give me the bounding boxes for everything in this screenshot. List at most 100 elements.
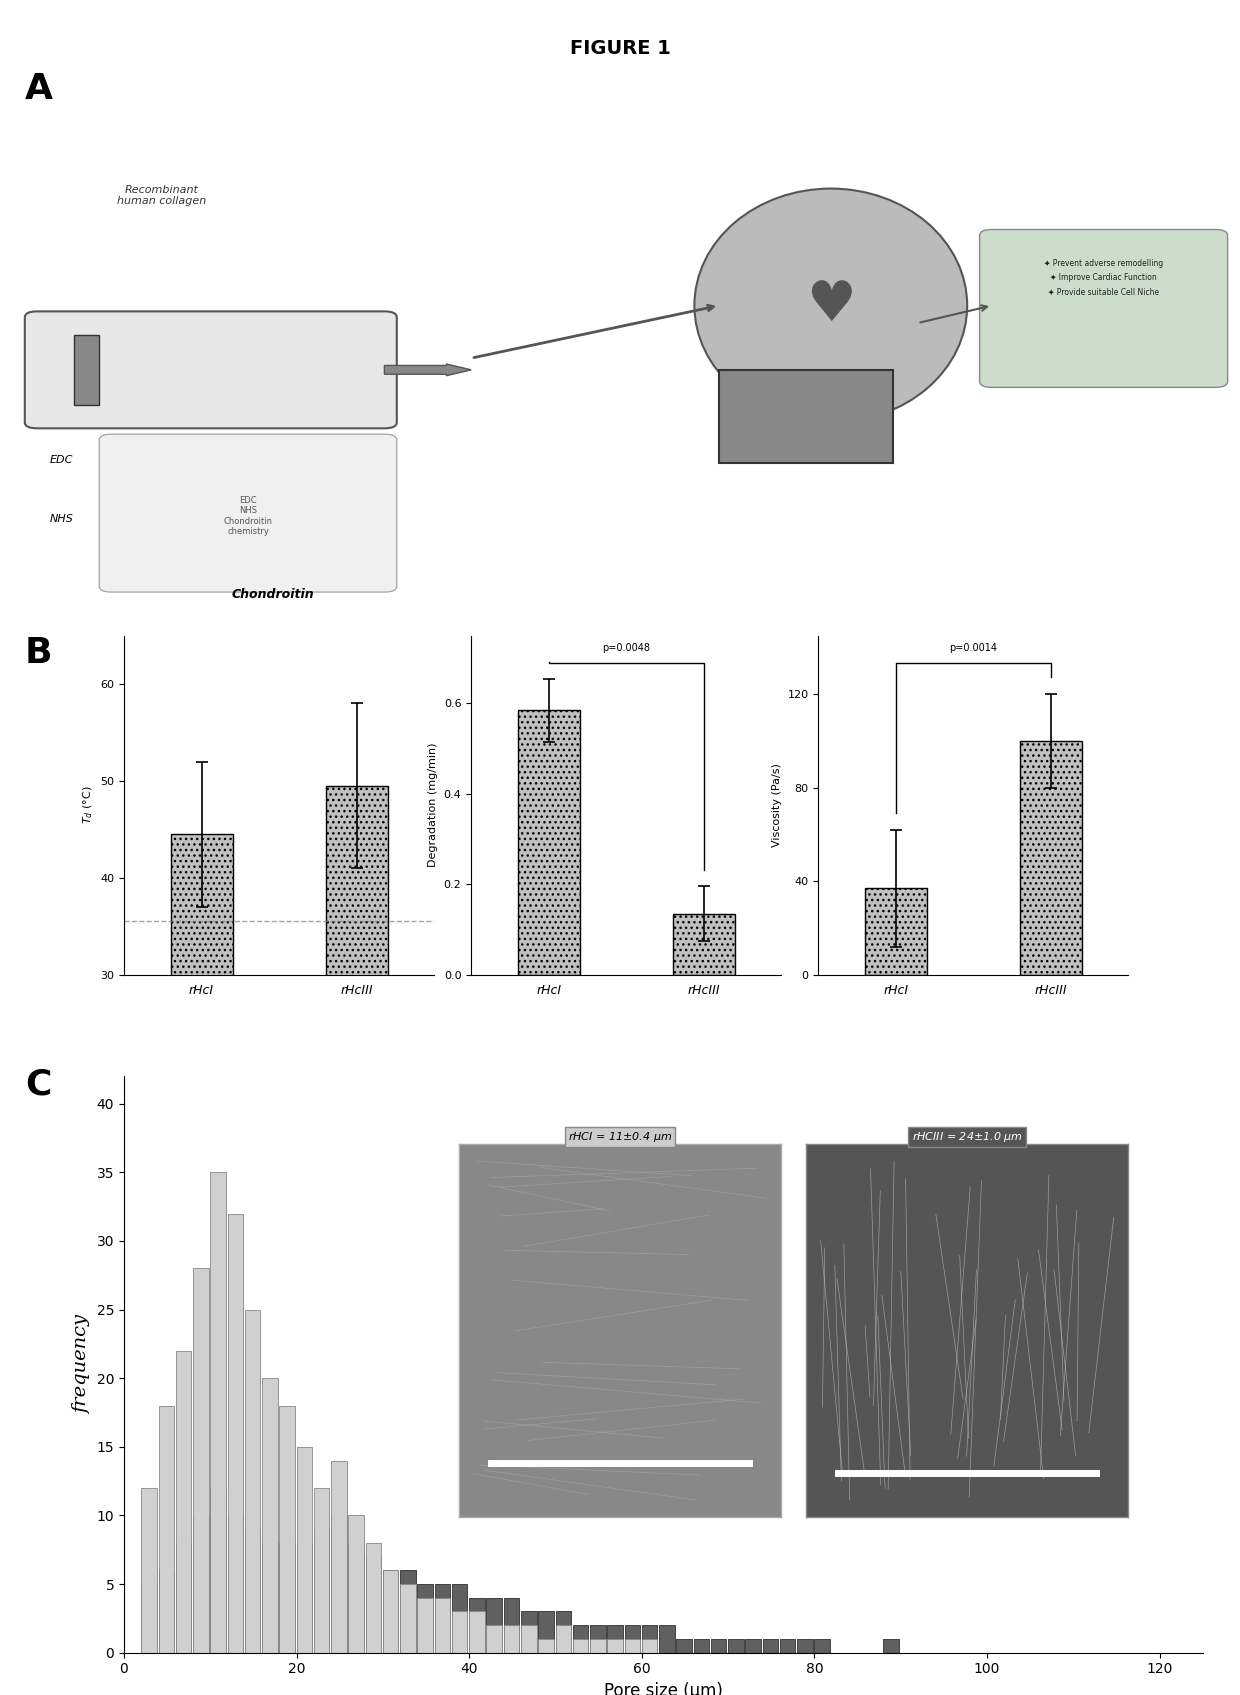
Bar [141,1488,156,1653]
Bar [331,1461,347,1653]
Bar [625,1626,640,1653]
Text: B: B [25,636,52,670]
Bar [228,1214,243,1653]
FancyArrow shape [384,364,471,376]
Bar [469,1598,485,1653]
Bar [745,1639,761,1653]
Bar [176,1542,191,1653]
Bar [573,1626,588,1653]
Bar [711,1639,727,1653]
Bar [728,1639,744,1653]
Bar [719,370,893,463]
Bar [176,1351,191,1653]
Bar [401,1570,415,1653]
Bar [556,1626,572,1653]
Text: Recombinant
human collagen: Recombinant human collagen [117,185,206,207]
Bar [325,786,387,1264]
Bar [193,1268,208,1653]
Bar [366,1542,381,1653]
Bar [608,1626,622,1653]
FancyBboxPatch shape [25,312,397,429]
Bar [1021,741,1081,975]
Text: p=0.0014: p=0.0014 [950,642,997,653]
Bar [797,1639,812,1653]
Text: EDC: EDC [50,456,73,466]
Text: C: C [25,1068,51,1102]
Bar [314,1529,330,1653]
Text: ✦ Prevent adverse remodelling
✦ Improve Cardiac Function
✦ Provide suitable Cell: ✦ Prevent adverse remodelling ✦ Improve … [1044,259,1163,297]
Y-axis label: Viscosity (Pa/s): Viscosity (Pa/s) [773,763,782,848]
Bar [608,1639,622,1653]
Text: ♥: ♥ [806,278,856,332]
Bar [171,834,233,1264]
Bar [693,1639,709,1653]
Bar [486,1626,502,1653]
Text: NHS: NHS [50,514,73,524]
Bar [383,1570,398,1653]
Bar [451,1612,467,1653]
Bar [159,1405,174,1653]
Bar [262,1542,278,1653]
Text: FIGURE 1: FIGURE 1 [569,39,671,58]
Y-axis label: Degradation (mg/min): Degradation (mg/min) [428,742,438,868]
Bar [279,1405,295,1653]
Bar [672,914,734,975]
Bar [486,1598,502,1653]
Bar [518,710,580,975]
Bar [642,1626,657,1653]
Y-axis label: frequency: frequency [73,1315,91,1414]
Bar [211,1173,226,1653]
Bar [228,1515,243,1653]
Bar [642,1639,657,1653]
Bar [401,1585,415,1653]
Bar [262,1378,278,1653]
Title: $rHCI$ = 11±0.4 µm: $rHCI$ = 11±0.4 µm [568,1131,672,1144]
Bar [866,888,928,975]
Bar [625,1639,640,1653]
Bar [556,1612,572,1653]
Bar [279,1542,295,1653]
Bar [348,1515,363,1653]
Bar [74,336,99,405]
FancyBboxPatch shape [980,229,1228,388]
Title: $rHCIII$ = 24±1.0 µm: $rHCIII$ = 24±1.0 µm [911,1131,1023,1144]
FancyBboxPatch shape [99,434,397,592]
Bar [159,1570,174,1653]
Bar [503,1598,520,1653]
Bar [383,1570,398,1653]
Bar [296,1542,312,1653]
Bar [780,1639,795,1653]
Bar [660,1626,675,1653]
X-axis label: Pore size (μm): Pore size (μm) [604,1681,723,1695]
Bar [538,1612,554,1653]
Ellipse shape [694,188,967,422]
Bar [521,1626,537,1653]
Bar [573,1639,588,1653]
Text: A: A [25,71,53,105]
Bar [418,1598,433,1653]
Bar [503,1626,520,1653]
Bar [435,1598,450,1653]
Bar [676,1639,692,1653]
Bar [331,1515,347,1653]
Bar [244,1310,260,1653]
Bar [435,1585,450,1653]
Bar [348,1542,363,1653]
Text: Chondroitin: Chondroitin [232,588,314,602]
Bar [366,1556,381,1653]
Bar [883,1639,899,1653]
Text: p=0.0048: p=0.0048 [603,642,650,653]
Bar [296,1448,312,1653]
Text: EDC
NHS
Chondroitin
chemistry: EDC NHS Chondroitin chemistry [223,497,273,536]
Bar [314,1488,330,1653]
Bar [141,1585,156,1653]
Bar [469,1612,485,1653]
Bar [451,1585,467,1653]
Bar [538,1639,554,1653]
Bar [418,1585,433,1653]
Bar [590,1639,605,1653]
Bar [763,1639,779,1653]
Bar [815,1639,830,1653]
Bar [244,1529,260,1653]
Bar [590,1626,605,1653]
